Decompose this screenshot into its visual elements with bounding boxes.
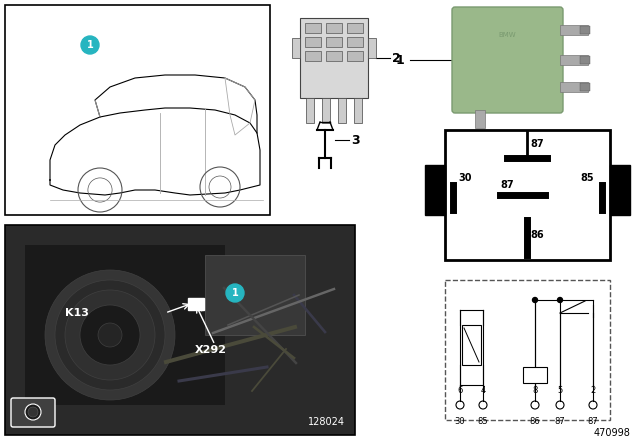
Text: 6: 6 xyxy=(458,386,463,395)
Bar xyxy=(560,82,588,92)
Bar xyxy=(523,367,547,383)
FancyBboxPatch shape xyxy=(452,7,563,113)
Text: 85: 85 xyxy=(477,417,488,426)
Text: 87: 87 xyxy=(555,417,565,426)
Bar xyxy=(292,38,300,58)
Bar xyxy=(445,280,610,420)
Text: 8: 8 xyxy=(532,386,538,395)
Bar xyxy=(205,255,305,335)
Bar xyxy=(338,98,346,123)
Circle shape xyxy=(532,297,538,302)
Text: 3: 3 xyxy=(351,134,360,146)
Circle shape xyxy=(65,290,155,380)
Bar xyxy=(5,5,270,215)
Text: 30: 30 xyxy=(458,173,472,183)
Text: 1: 1 xyxy=(86,40,93,50)
Bar xyxy=(188,298,204,310)
Bar xyxy=(300,18,368,98)
Bar xyxy=(610,165,630,215)
Circle shape xyxy=(25,404,41,420)
Bar xyxy=(25,245,225,405)
Bar xyxy=(580,26,590,34)
Text: K13: K13 xyxy=(65,308,89,318)
Bar xyxy=(475,110,485,128)
Text: 85: 85 xyxy=(580,173,594,183)
Circle shape xyxy=(98,323,122,347)
Bar xyxy=(354,98,362,123)
Bar xyxy=(305,37,321,47)
Text: 2: 2 xyxy=(392,52,401,65)
Bar xyxy=(326,23,342,33)
FancyBboxPatch shape xyxy=(11,398,55,427)
Text: 87: 87 xyxy=(530,139,543,149)
Bar xyxy=(462,325,481,365)
Text: 87: 87 xyxy=(588,417,598,426)
Text: 2: 2 xyxy=(590,386,596,395)
Circle shape xyxy=(80,305,140,365)
Text: 5: 5 xyxy=(557,386,563,395)
Text: X292: X292 xyxy=(195,345,227,355)
Bar xyxy=(425,165,445,215)
Bar xyxy=(560,25,588,35)
Text: 86: 86 xyxy=(530,230,543,240)
Text: 1: 1 xyxy=(396,53,404,66)
Bar xyxy=(305,23,321,33)
Bar xyxy=(368,38,376,58)
Circle shape xyxy=(55,280,165,390)
Text: 128024: 128024 xyxy=(308,417,345,427)
Bar xyxy=(306,98,314,123)
Bar xyxy=(322,98,330,123)
Text: 4: 4 xyxy=(481,386,486,395)
Bar xyxy=(580,83,590,91)
Bar xyxy=(347,51,363,61)
Text: 470998: 470998 xyxy=(593,428,630,438)
Bar xyxy=(5,225,355,435)
Circle shape xyxy=(45,270,175,400)
Text: 1: 1 xyxy=(232,288,238,298)
Circle shape xyxy=(28,407,38,417)
Circle shape xyxy=(81,36,99,54)
Bar xyxy=(305,51,321,61)
Bar xyxy=(347,23,363,33)
Text: 86: 86 xyxy=(530,417,540,426)
Bar xyxy=(347,37,363,47)
Text: 87: 87 xyxy=(500,180,514,190)
Bar xyxy=(445,130,610,260)
Bar xyxy=(326,37,342,47)
Circle shape xyxy=(557,297,563,302)
Text: 30: 30 xyxy=(454,417,465,426)
Bar xyxy=(326,51,342,61)
Circle shape xyxy=(226,284,244,302)
Bar xyxy=(560,55,588,65)
Text: BMW: BMW xyxy=(498,32,516,38)
Bar xyxy=(580,56,590,64)
